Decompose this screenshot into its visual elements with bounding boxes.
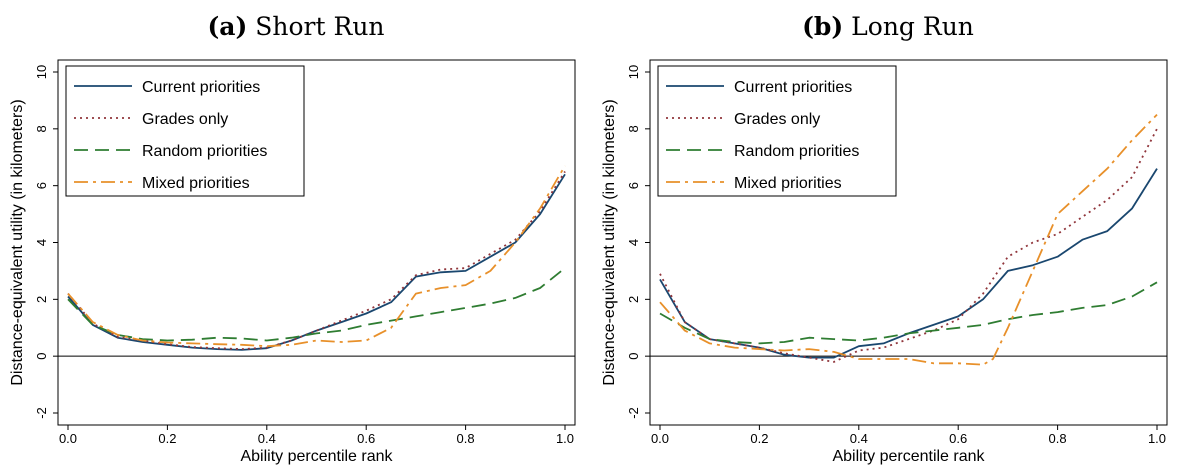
- panel-title-text: Short Run: [255, 12, 385, 41]
- legend-label: Current priorities: [734, 79, 852, 96]
- y-tick-label: 2: [626, 296, 641, 303]
- legend-box: [65, 65, 305, 197]
- legend-box: [657, 65, 897, 197]
- panel-long-run: (b) Long Run -2 0 2 4 6 8 10 0.0 0.2 0.4 0.6 0.8 1.0…: [592, 0, 1184, 465]
- x-tick-label: 0.8: [457, 431, 475, 446]
- x-axis-label: Ability percentile rank: [240, 448, 393, 465]
- y-axis-label: Distance-equivalent utility (in kilomete…: [601, 99, 618, 385]
- line-chart-short-run: -2 0 2 4 6 8 10 0.0 0.2 0.4 0.6 0.8 1.0 Ability perce…: [9, 59, 576, 465]
- x-tick-label: 0.4: [850, 431, 868, 446]
- x-tick-label: 1.0: [1148, 431, 1166, 446]
- y-tick-label: -2: [626, 407, 641, 419]
- y-axis-label: Distance-equivalent utility (in kilomete…: [9, 99, 26, 385]
- x-tick-label: 0.6: [357, 431, 375, 446]
- legend-label: Grades only: [142, 111, 228, 128]
- panel-title: (a) Short Run: [0, 12, 592, 41]
- x-axis-label: Ability percentile rank: [832, 448, 985, 465]
- line-chart-long-run: -2 0 2 4 6 8 10 0.0 0.2 0.4 0.6 0.8 1.0 Ability perce…: [601, 59, 1168, 465]
- legend-label: Mixed priorities: [734, 175, 842, 192]
- x-tick-label: 0.0: [651, 431, 669, 446]
- y-tick-label: 4: [34, 239, 49, 246]
- y-tick-label: -2: [34, 407, 49, 419]
- y-tick-label: 6: [34, 182, 49, 189]
- legend-label: Current priorities: [142, 79, 260, 96]
- panel-tag: (a): [207, 12, 248, 41]
- y-tick-label: 6: [626, 182, 641, 189]
- legend: Current priorities Grades only Random prio…: [65, 65, 305, 197]
- series-line-grades-only: [659, 128, 1158, 363]
- series-line-grades-only: [67, 171, 566, 350]
- x-tick-label: 0.2: [750, 431, 768, 446]
- legend: Current priorities Grades only Random prio…: [657, 65, 897, 197]
- panel-title-text: Long Run: [851, 12, 974, 41]
- y-tick-label: 10: [626, 65, 641, 79]
- x-tick-label: 0.0: [59, 431, 77, 446]
- y-tick-label: 8: [34, 125, 49, 132]
- y-tick-label: 8: [626, 125, 641, 132]
- series-line-current-priorities: [67, 173, 566, 351]
- y-tick-label: 0: [626, 353, 641, 360]
- legend-label: Random priorities: [734, 143, 859, 160]
- series-line-random-priorities: [67, 267, 566, 342]
- series-line-mixed-priorities: [659, 113, 1158, 366]
- y-tick-label: 10: [34, 65, 49, 79]
- x-tick-label: 0.8: [1049, 431, 1067, 446]
- legend-label: Random priorities: [142, 143, 267, 160]
- series-line-current-priorities: [659, 168, 1158, 359]
- legend-label: Mixed priorities: [142, 175, 250, 192]
- x-tick-label: 0.6: [949, 431, 967, 446]
- legend-label: Grades only: [734, 111, 820, 128]
- x-tick-label: 0.2: [158, 431, 176, 446]
- y-tick-label: 4: [626, 239, 641, 246]
- y-tick-label: 0: [34, 353, 49, 360]
- panel-tag: (b): [802, 12, 844, 41]
- series-line-random-priorities: [659, 281, 1158, 345]
- x-tick-label: 0.4: [258, 431, 276, 446]
- panel-short-run: (a) Short Run -2 0 2 4 6 8 10 0.0 0.2 0.4 0.6 0.8 1.…: [0, 12, 592, 465]
- panel-title: (b) Long Run: [592, 12, 1184, 41]
- x-tick-label: 1.0: [556, 431, 574, 446]
- y-tick-label: 2: [34, 296, 49, 303]
